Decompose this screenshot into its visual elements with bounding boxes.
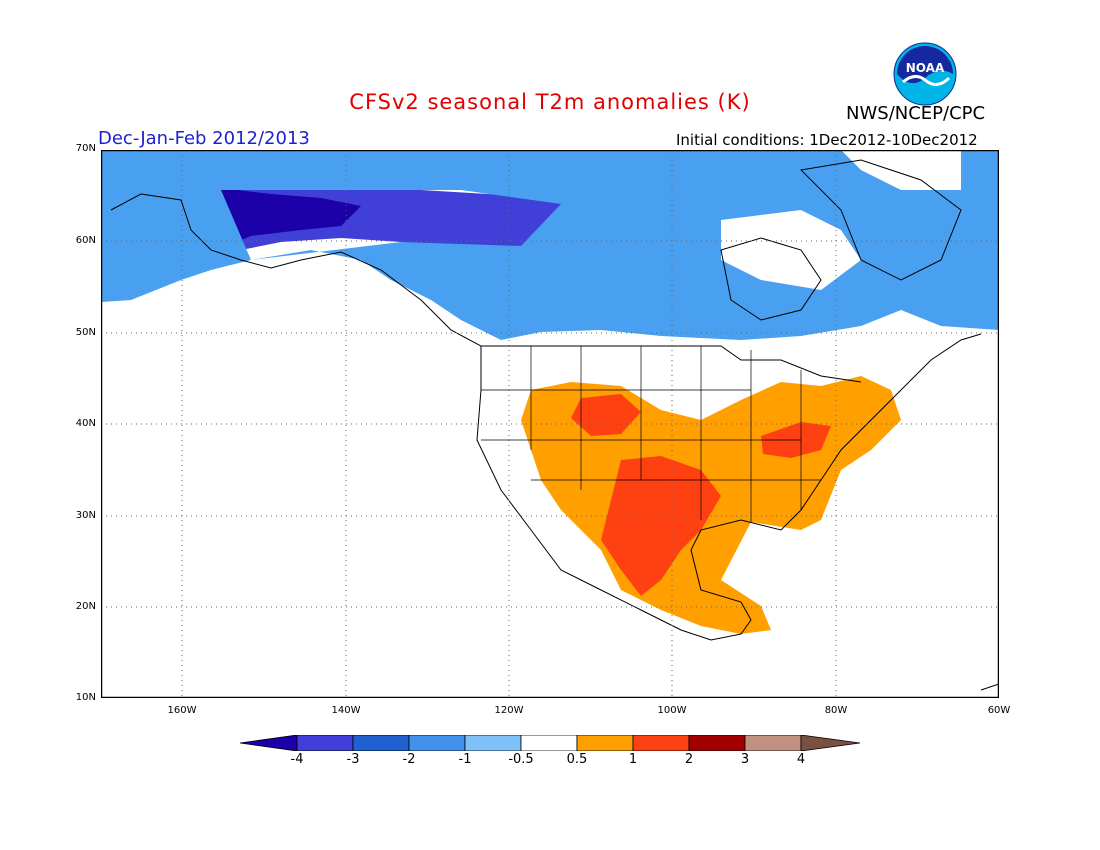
lon-label-140w: 140W <box>331 705 361 716</box>
colorbar-label: -2 <box>402 752 416 767</box>
anomaly-light-blue <box>101 150 999 340</box>
colorbar-swatch <box>520 735 578 751</box>
colorbar-label: -1 <box>458 752 472 767</box>
colorbar-label: -4 <box>290 752 304 767</box>
initial-conditions: Initial conditions: 1Dec2012-10Dec2012 <box>676 131 978 149</box>
lat-label-40n: 40N <box>75 418 96 429</box>
lat-label-30n: 30N <box>75 510 96 521</box>
lon-label-60w: 60W <box>987 705 1011 716</box>
period-label: Dec-Jan-Feb 2012/2013 <box>98 128 310 149</box>
colorbar-swatch <box>688 735 746 751</box>
colorbar-label: 0.5 <box>566 752 588 767</box>
lat-label-50n: 50N <box>75 327 96 338</box>
anomaly-red <box>601 456 721 596</box>
lat-label-10n: 10N <box>75 692 96 703</box>
colorbar-swatch <box>408 735 466 751</box>
colorbar-label: 4 <box>796 752 806 767</box>
lat-label-20n: 20N <box>75 601 96 612</box>
anomaly-map <box>101 150 999 698</box>
lon-label-100w: 100W <box>657 705 687 716</box>
lon-label-160w: 160W <box>167 705 197 716</box>
colorbar-label: -0.5 <box>508 752 534 767</box>
colorbar-swatch <box>352 735 410 751</box>
colorbar-swatch <box>744 735 802 751</box>
colorbar-label: -3 <box>346 752 360 767</box>
colorbar-min-arrow <box>240 735 298 751</box>
colorbar-swatch <box>296 735 354 751</box>
colorbar-label: 1 <box>628 752 638 767</box>
lat-label-60n: 60N <box>75 235 96 246</box>
colorbar-label: 3 <box>740 752 750 767</box>
agency-label: NWS/NCEP/CPC <box>846 103 986 124</box>
map-title: CFSv2 seasonal T2m anomalies (K) <box>349 90 751 114</box>
logo-text: NOAA <box>906 61 945 75</box>
colorbar-label: 2 <box>684 752 694 767</box>
lat-label-70n: 70N <box>75 143 96 154</box>
colorbar <box>240 735 861 751</box>
colorbar-swatch <box>576 735 634 751</box>
colorbar-max-arrow <box>800 735 861 751</box>
lon-label-120w: 120W <box>494 705 524 716</box>
colorbar-swatch <box>464 735 522 751</box>
colorbar-swatch <box>632 735 690 751</box>
lon-label-80w: 80W <box>824 705 848 716</box>
noaa-logo: NOAA <box>893 42 957 106</box>
